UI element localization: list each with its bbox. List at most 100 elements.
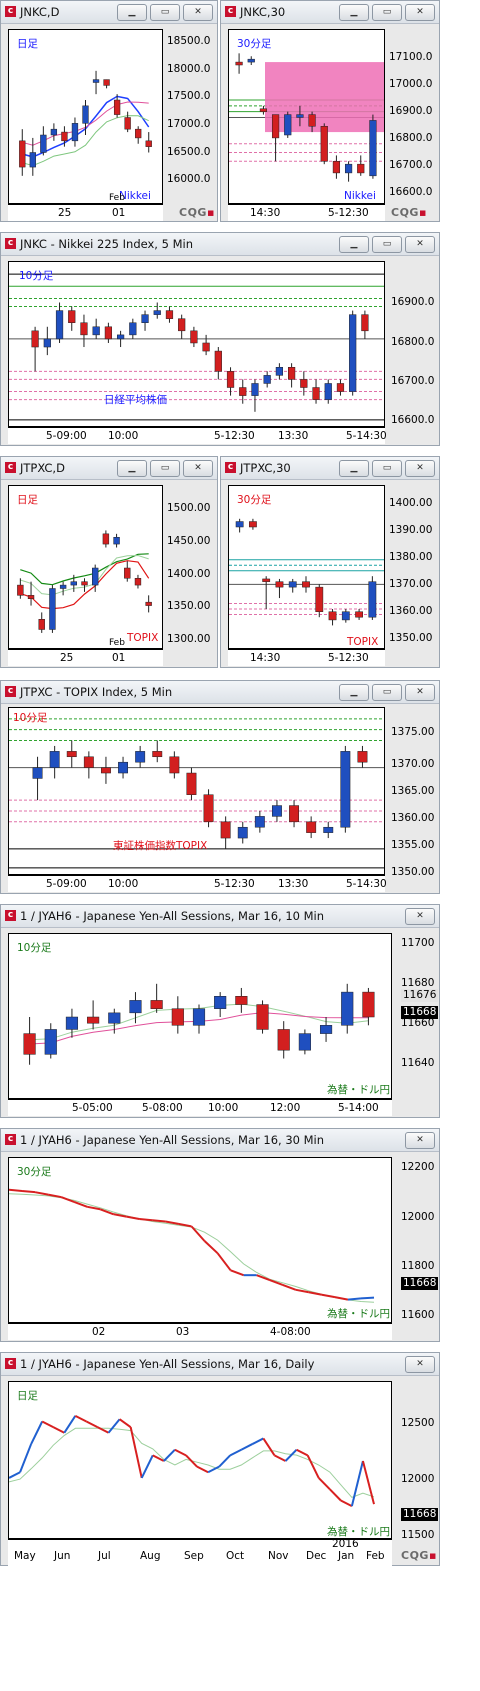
y-tick: 11600	[401, 1309, 435, 1321]
chart-plot[interactable]: 30分足 TOPIX	[228, 485, 385, 649]
price-line-segment	[360, 1296, 375, 1300]
candle-body	[341, 611, 350, 621]
close-button[interactable]: ✕	[405, 1356, 435, 1373]
candle-body	[320, 126, 328, 162]
minimize-button[interactable]: ▁	[117, 460, 147, 477]
titlebar[interactable]: c JTPXC,30 ▁ ▭ ✕	[221, 457, 439, 480]
candle-body	[306, 821, 317, 833]
close-button[interactable]: ✕	[405, 908, 435, 925]
line-chart	[9, 1414, 375, 1508]
chart-plot[interactable]: 10分足 東証株価指数TOPIX	[8, 707, 385, 875]
close-button[interactable]: ✕	[405, 684, 435, 701]
x-tick: 5-08:00	[142, 1102, 183, 1114]
y-tick: 16000.0	[167, 173, 211, 185]
y-tick: 17100.0	[389, 51, 433, 63]
x-axis: 02 03 4-08:00	[8, 1323, 392, 1340]
price-line-segment	[350, 1460, 364, 1507]
candle-body	[324, 383, 332, 400]
minimize-button[interactable]: ▁	[117, 4, 147, 21]
restore-button[interactable]: ▭	[372, 236, 402, 253]
x-tick: Feb	[366, 1550, 385, 1562]
x-tick: 14:30	[250, 207, 281, 219]
window-title: JTPXC - TOPIX Index, 5 Min	[20, 685, 173, 699]
chart-plot[interactable]: 日足 為替・ドル円 2016	[8, 1381, 392, 1539]
close-button[interactable]: ✕	[183, 460, 213, 477]
x-axis: 14:30 5-12:30	[228, 204, 385, 221]
price-box: 11676	[401, 989, 439, 1002]
moving-average-line	[9, 1193, 375, 1303]
close-button[interactable]: ✕	[405, 1132, 435, 1149]
price-line-segment	[347, 1297, 362, 1301]
minimize-button[interactable]: ▁	[339, 460, 369, 477]
chart-plot[interactable]: 10分足 為替・ドル円	[8, 933, 392, 1099]
x-axis: 14:30 5-12:30	[228, 649, 385, 666]
app-icon: c	[5, 686, 16, 697]
candle-body	[55, 310, 64, 340]
candle-body	[141, 314, 149, 323]
app-icon: c	[5, 910, 16, 921]
restore-button[interactable]: ▭	[372, 4, 402, 21]
restore-button[interactable]: ▭	[150, 460, 180, 477]
restore-button[interactable]: ▭	[372, 684, 402, 701]
candle-body	[171, 1008, 184, 1026]
candle-body	[108, 1012, 121, 1024]
close-button[interactable]: ✕	[405, 236, 435, 253]
y-tick: 1350.00	[389, 632, 433, 644]
price-line-segment	[152, 1219, 166, 1223]
instrument-label: 為替・ドル円	[327, 1084, 390, 1096]
chart-plot[interactable]: 30分足 Nikkei	[228, 29, 385, 204]
candle-body	[275, 367, 284, 376]
chart-plot[interactable]: 10分足 日経平均株価	[8, 261, 385, 427]
titlebar[interactable]: c JTPXC - TOPIX Index, 5 Min ▁ ▭ ✕	[1, 681, 439, 704]
minimize-button[interactable]: ▁	[339, 4, 369, 21]
titlebar[interactable]: c JNKC,30 ▁ ▭ ✕	[221, 1, 439, 24]
candle-body	[355, 611, 363, 618]
close-button[interactable]: ✕	[183, 4, 213, 21]
candle-body	[239, 387, 247, 396]
candle-body	[92, 326, 100, 336]
candle-body	[319, 1025, 333, 1034]
candle-body	[312, 387, 320, 400]
candle-body	[237, 826, 248, 839]
x-tick: 5-09:00	[46, 878, 87, 890]
price-line-segment	[119, 1418, 132, 1428]
close-button[interactable]: ✕	[405, 460, 435, 477]
titlebar[interactable]: c JNKC,D ▁ ▭ ✕	[1, 1, 217, 24]
candle-body	[249, 521, 257, 528]
candle-body	[190, 330, 198, 344]
titlebar[interactable]: c 1 / JYAH6 - Japanese Yen-All Sessions,…	[1, 1353, 439, 1376]
candle-body	[308, 114, 316, 127]
close-button[interactable]: ✕	[405, 4, 435, 21]
chart-plot[interactable]: 日足 Nikkei Feb	[8, 29, 163, 204]
candle-body	[113, 537, 120, 545]
candle-body	[113, 99, 121, 115]
line-chart	[9, 1188, 375, 1303]
x-tick: 5-09:00	[46, 430, 87, 442]
x-tick: 12:00	[270, 1102, 301, 1114]
titlebar[interactable]: c 1 / JYAH6 - Japanese Yen-All Sessions,…	[1, 905, 439, 928]
minimize-button[interactable]: ▁	[339, 236, 369, 253]
restore-button[interactable]: ▭	[150, 4, 180, 21]
x-tick: Nov	[268, 1550, 289, 1562]
candle-body	[129, 1000, 142, 1014]
window-title: JNKC,D	[20, 5, 60, 19]
restore-button[interactable]: ▭	[372, 460, 402, 477]
titlebar[interactable]: c JTPXC,D ▁ ▭ ✕	[1, 457, 217, 480]
candle-body	[259, 108, 268, 112]
titlebar[interactable]: c JNKC - Nikkei 225 Index, 5 Min ▁ ▭ ✕	[1, 233, 439, 256]
x-tick: 5-14:30	[346, 878, 387, 890]
candle-body	[275, 581, 284, 588]
price-line-segment	[334, 1296, 349, 1301]
price-line-segment	[165, 1220, 179, 1225]
titlebar[interactable]: c 1 / JYAH6 - Japanese Yen-All Sessions,…	[1, 1129, 439, 1152]
cqg-logo: CQG▪	[179, 206, 215, 219]
chart-plot[interactable]: 30分足 為替・ドル円	[8, 1157, 392, 1323]
x-tick: 5-05:00	[72, 1102, 113, 1114]
chart-plot[interactable]: 日足 TOPIX Feb	[8, 485, 163, 649]
minimize-button[interactable]: ▁	[339, 684, 369, 701]
price-line-segment	[97, 1426, 109, 1434]
moving-average-line	[20, 560, 150, 610]
candle-body	[31, 330, 39, 348]
candle-body	[262, 578, 271, 582]
y-tick: 11640	[401, 1057, 435, 1069]
